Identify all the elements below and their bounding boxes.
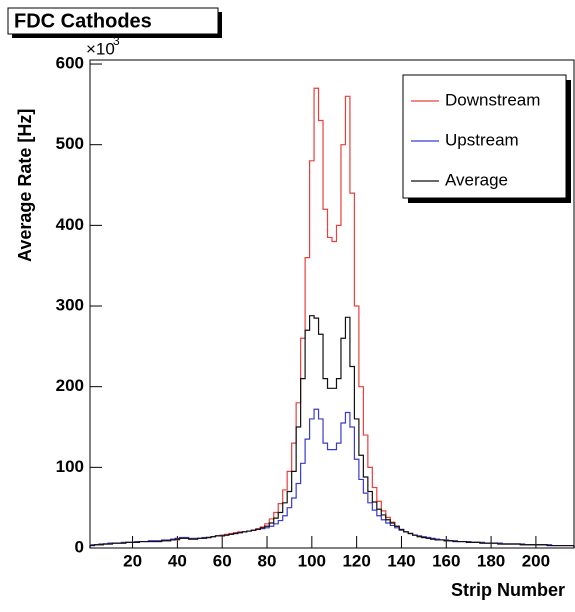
legend-box (402, 74, 567, 199)
x-tick-label: 140 (387, 551, 415, 570)
x-axis-title: Strip Number (451, 580, 565, 600)
x-tick-label: 60 (213, 551, 232, 570)
legend-label: Upstream (445, 130, 519, 149)
chart-title: FDC Cathodes (14, 10, 152, 32)
y-tick-label: 300 (56, 296, 84, 315)
y-multiplier: ×10 (86, 39, 115, 58)
title-box (7, 7, 219, 35)
histogram-line (89, 315, 575, 548)
x-tick-label: 200 (522, 551, 550, 570)
x-tick-label: 160 (432, 551, 460, 570)
y-tick-label: 200 (56, 376, 84, 395)
legend-label: Downstream (445, 90, 540, 109)
x-tick-label: 100 (298, 551, 326, 570)
x-tick-label: 20 (123, 551, 142, 570)
x-tick-label: 40 (168, 551, 187, 570)
y-multiplier-exponent: 3 (113, 34, 120, 48)
legend-label: Average (445, 170, 508, 189)
plot-frame (89, 59, 575, 549)
x-tick-label: 120 (342, 551, 370, 570)
y-tick-label: 400 (56, 215, 84, 234)
y-tick-label: 600 (56, 54, 84, 73)
y-tick-label: 100 (56, 457, 84, 476)
x-tick-label: 80 (258, 551, 277, 570)
y-axis-title: Average Rate [Hz] (15, 109, 35, 262)
y-tick-label: 0 (75, 537, 84, 556)
y-tick-label: 500 (56, 134, 84, 153)
x-tick-label: 180 (477, 551, 505, 570)
